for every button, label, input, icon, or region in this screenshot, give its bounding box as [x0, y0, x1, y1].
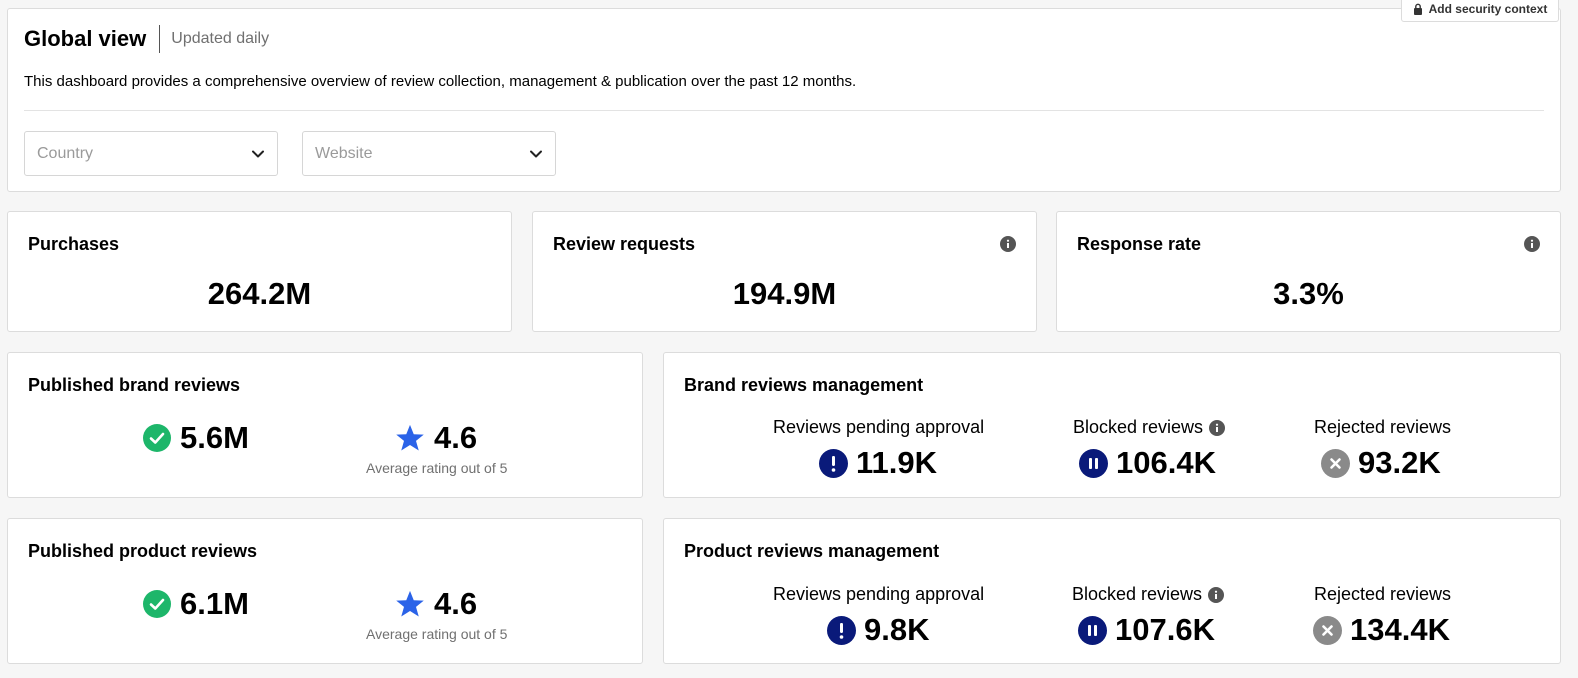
- response-rate-title: Response rate: [1077, 234, 1202, 254]
- title-row: Global view Updated daily: [24, 25, 269, 53]
- product-blocked-value: 107.6K: [1115, 612, 1215, 647]
- purchases-title: Purchases: [28, 234, 120, 254]
- star-icon: [396, 590, 424, 617]
- info-icon[interactable]: [1000, 236, 1016, 252]
- pause-icon: [1079, 448, 1108, 478]
- published-product-rating-value: 4.6: [434, 586, 478, 621]
- product-blocked: 107.6K: [1078, 612, 1215, 648]
- lock-icon: [1413, 3, 1422, 15]
- product-rejected-label-text: Rejected reviews: [1314, 584, 1452, 604]
- chevron-down-icon: [530, 150, 542, 157]
- review-requests-title: Review requests: [553, 234, 696, 254]
- published-product-count: 6.1M: [143, 586, 249, 622]
- purchases-card: Purchases 264.2M: [7, 211, 512, 332]
- review-requests-card: Review requests 194.9M: [532, 211, 1037, 332]
- check-circle-icon: [143, 424, 171, 452]
- info-icon[interactable]: [1524, 236, 1540, 252]
- product-rejected-label: Rejected reviews: [1314, 584, 1451, 605]
- brand-rejected-label: Rejected reviews: [1314, 417, 1451, 438]
- exclamation-icon: [819, 448, 848, 478]
- brand-rejected-value: 93.2K: [1358, 445, 1441, 480]
- product-reviews-management-title: Product reviews management: [684, 541, 940, 561]
- brand-rejected: 93.2K: [1321, 445, 1441, 481]
- product-blocked-label-text: Blocked reviews: [1072, 584, 1203, 604]
- brand-blocked-value: 106.4K: [1116, 445, 1216, 480]
- pause-icon: [1078, 615, 1107, 645]
- brand-reviews-management-card: Brand reviews management Reviews pending…: [663, 352, 1561, 498]
- product-pending-value: 9.8K: [864, 612, 930, 647]
- page-title: Global view: [24, 26, 147, 51]
- published-brand-rating: 4.6: [395, 420, 477, 456]
- brand-blocked-label: Blocked reviews: [1073, 417, 1226, 438]
- info-icon[interactable]: [1208, 586, 1225, 603]
- brand-blocked: 106.4K: [1079, 445, 1216, 481]
- brand-blocked-label-text: Blocked reviews: [1073, 417, 1204, 437]
- header-divider: [24, 110, 1544, 111]
- website-select-placeholder: Website: [315, 144, 373, 162]
- product-reviews-management-card: Product reviews management Reviews pendi…: [663, 518, 1561, 664]
- published-product-reviews-card: Published product reviews 6.1M 4.6 Avera…: [7, 518, 643, 664]
- published-brand-rating-caption: Average rating out of 5: [366, 460, 508, 476]
- brand-pending-label: Reviews pending approval: [773, 417, 984, 438]
- star-icon: [396, 424, 424, 451]
- check-circle-icon: [143, 590, 171, 618]
- response-rate-value: 3.3%: [1273, 276, 1344, 311]
- exclamation-icon: [827, 615, 856, 645]
- country-select-placeholder: Country: [37, 144, 94, 162]
- purchases-value: 264.2M: [207, 276, 312, 311]
- response-rate-card: Response rate 3.3%: [1056, 211, 1561, 332]
- published-product-rating: 4.6: [395, 586, 477, 622]
- header-card: Global view Updated daily This dashboard…: [7, 8, 1561, 192]
- brand-rejected-label-text: Rejected reviews: [1314, 417, 1452, 437]
- published-brand-reviews-title: Published brand reviews: [28, 375, 241, 395]
- chevron-down-icon: [252, 150, 264, 157]
- title-divider: [159, 25, 161, 53]
- brand-reviews-management-title: Brand reviews management: [684, 375, 924, 395]
- published-brand-count: 5.6M: [143, 420, 249, 456]
- product-pending: 9.8K: [827, 612, 929, 648]
- brand-pending: 11.9K: [819, 445, 937, 481]
- published-product-count-value: 6.1M: [180, 586, 249, 621]
- published-product-reviews-title: Published product reviews: [28, 541, 258, 561]
- info-icon[interactable]: [1209, 419, 1226, 436]
- x-circle-icon: [1321, 448, 1350, 478]
- brand-pending-value: 11.9K: [856, 445, 938, 480]
- product-pending-label: Reviews pending approval: [773, 584, 984, 605]
- product-rejected-value: 134.4K: [1350, 612, 1450, 647]
- published-product-rating-caption: Average rating out of 5: [366, 626, 508, 642]
- x-circle-icon: [1313, 615, 1342, 645]
- brand-pending-label-text: Reviews pending approval: [773, 417, 985, 437]
- published-brand-count-value: 5.6M: [180, 420, 249, 455]
- add-security-context-label: Add security context: [1428, 2, 1548, 16]
- published-brand-rating-value: 4.6: [434, 420, 478, 455]
- country-select[interactable]: Country: [24, 131, 278, 176]
- published-brand-reviews-card: Published brand reviews 5.6M 4.6 Average…: [7, 352, 643, 498]
- product-blocked-label: Blocked reviews: [1072, 584, 1225, 605]
- product-rejected: 134.4K: [1313, 612, 1450, 648]
- website-select[interactable]: Website: [302, 131, 556, 176]
- review-requests-value: 194.9M: [732, 276, 837, 311]
- add-security-context-button[interactable]: Add security context: [1401, 0, 1559, 22]
- dashboard-description: This dashboard provides a comprehensive …: [24, 73, 857, 90]
- page-subtitle: Updated daily: [171, 30, 270, 47]
- product-pending-label-text: Reviews pending approval: [773, 584, 985, 604]
